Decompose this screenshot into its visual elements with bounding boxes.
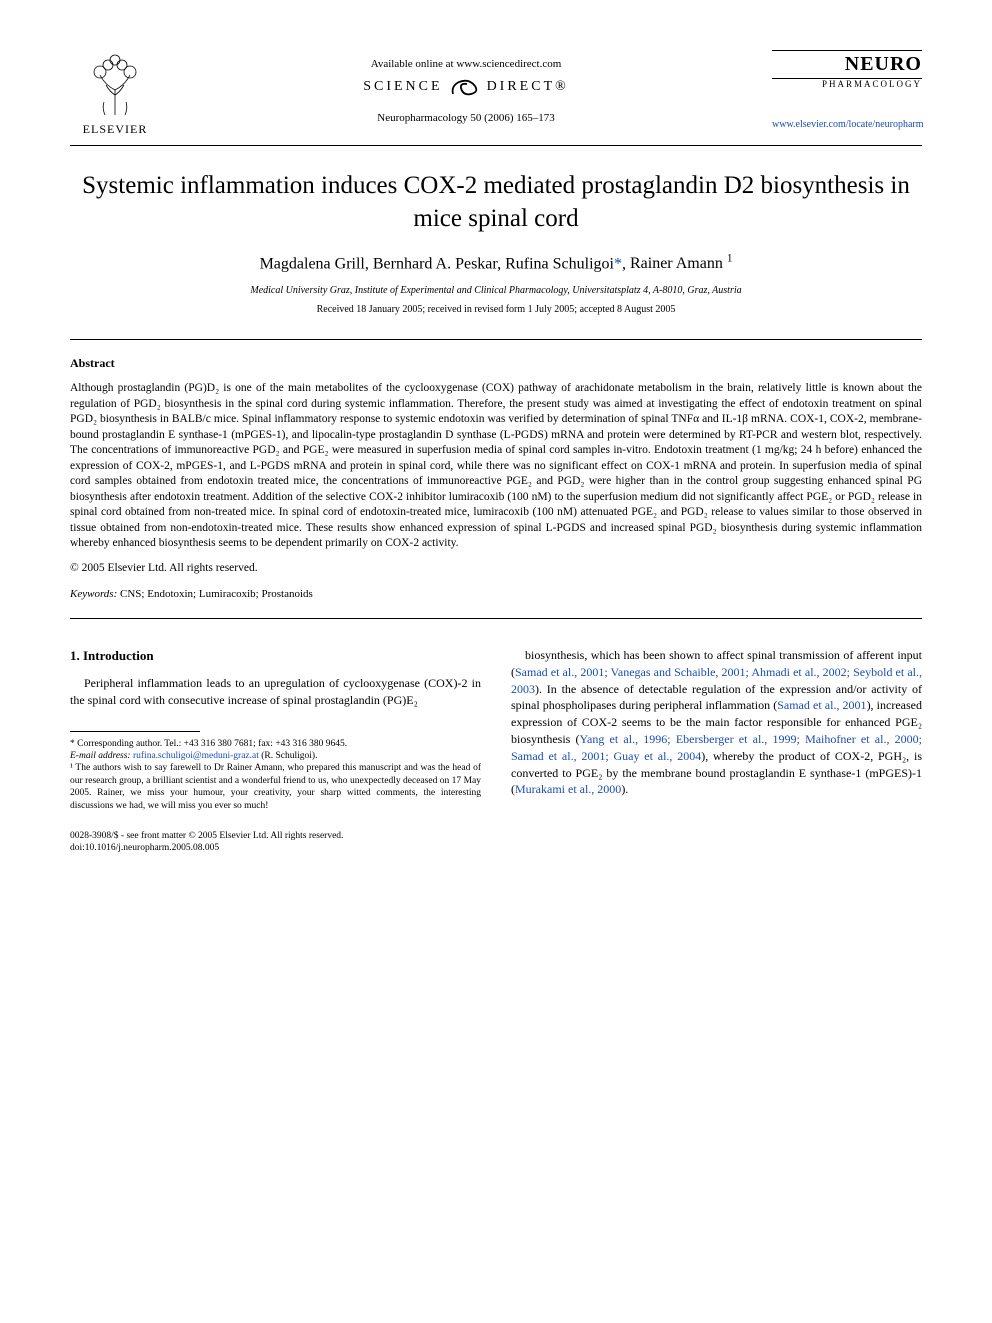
article-title: Systemic inflammation induces COX-2 medi…: [70, 170, 922, 235]
footnotes: * Corresponding author. Tel.: +43 316 38…: [70, 738, 481, 812]
journal-url[interactable]: www.elsevier.com/locate/neuropharm: [772, 119, 922, 130]
email-tail: (R. Schuligoi).: [261, 751, 317, 761]
neuro-title: NEURO: [772, 50, 922, 79]
journal-header: ELSEVIER Available online at www.science…: [70, 50, 922, 137]
sciencedirect-logo: SCIENCE DIRECT®: [160, 76, 772, 98]
author-2: Bernhard A. Peskar,: [373, 255, 505, 272]
keywords: Keywords: CNS; Endotoxin; Lumiracoxib; P…: [70, 588, 922, 600]
intro-text-5: ).: [621, 782, 628, 796]
elsevier-logo: ELSEVIER: [70, 50, 160, 137]
abstract-heading: Abstract: [70, 356, 922, 371]
abstract-bottom-rule: [70, 618, 922, 619]
available-online-text: Available online at www.sciencedirect.co…: [160, 58, 772, 70]
front-matter-line: 0028-3908/$ - see front matter © 2005 El…: [70, 830, 481, 842]
dedication-footnote: ¹ The authors wish to say farewell to Dr…: [70, 762, 481, 811]
left-column: 1. Introduction Peripheral inflammation …: [70, 647, 481, 855]
footnote-rule: [70, 731, 200, 732]
copyright-line: © 2005 Elsevier Ltd. All rights reserved…: [70, 562, 922, 574]
citation-4[interactable]: Murakami et al., 2000: [515, 782, 621, 796]
doi-block: 0028-3908/$ - see front matter © 2005 El…: [70, 830, 481, 855]
neuro-subtitle: PHARMACOLOGY: [772, 79, 922, 89]
affiliation: Medical University Graz, Institute of Ex…: [70, 285, 922, 296]
email-label: E-mail address:: [70, 751, 131, 761]
journal-reference: Neuropharmacology 50 (2006) 165–173: [160, 112, 772, 124]
article-dates: Received 18 January 2005; received in re…: [70, 304, 922, 315]
email-address[interactable]: rufina.schuligoi@meduni-graz.at: [133, 751, 259, 761]
elsevier-tree-icon: [80, 50, 150, 120]
keywords-list: CNS; Endotoxin; Lumiracoxib; Prostanoids: [120, 588, 313, 600]
science-label: SCIENCE: [363, 79, 442, 95]
body-columns: 1. Introduction Peripheral inflammation …: [70, 647, 922, 855]
author-4: Rainer Amann 1: [630, 255, 732, 272]
citation-2[interactable]: Samad et al., 2001: [777, 698, 866, 712]
intro-paragraph-right: biosynthesis, which has been shown to af…: [511, 647, 922, 798]
keywords-label: Keywords:: [70, 588, 117, 600]
header-rule: [70, 145, 922, 146]
elsevier-label: ELSEVIER: [83, 122, 148, 137]
abstract-top-rule: [70, 339, 922, 340]
center-header: Available online at www.sciencedirect.co…: [160, 50, 772, 124]
abstract-body: Although prostaglandin (PG)D₂ is one of …: [70, 381, 922, 552]
journal-logo: NEURO PHARMACOLOGY www.elsevier.com/loca…: [772, 50, 922, 130]
right-column: biosynthesis, which has been shown to af…: [511, 647, 922, 855]
author-1: Magdalena Grill,: [260, 255, 373, 272]
corresponding-footnote: * Corresponding author. Tel.: +43 316 38…: [70, 738, 481, 750]
email-footnote: E-mail address: rufina.schuligoi@meduni-…: [70, 750, 481, 762]
author-3-corresponding: Rufina Schuligoi*,: [505, 255, 630, 272]
sciencedirect-swirl-icon: [449, 76, 481, 98]
doi-line: doi:10.1016/j.neuropharm.2005.08.005: [70, 842, 481, 854]
direct-label: DIRECT®: [487, 79, 569, 95]
authors: Magdalena Grill, Bernhard A. Peskar, Ruf…: [70, 253, 922, 273]
intro-paragraph-left: Peripheral inflammation leads to an upre…: [70, 675, 481, 709]
section-1-heading: 1. Introduction: [70, 647, 481, 665]
